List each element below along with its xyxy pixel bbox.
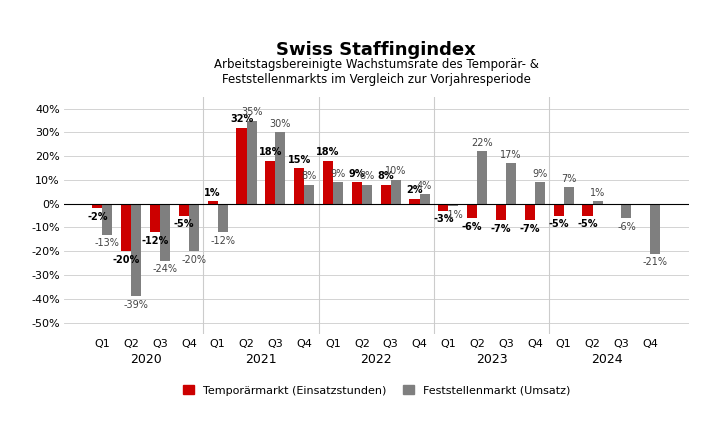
Text: 15%: 15% bbox=[288, 154, 311, 165]
Bar bbox=[410, 199, 420, 204]
Text: -5%: -5% bbox=[548, 219, 569, 229]
Bar bbox=[160, 204, 170, 261]
Text: -7%: -7% bbox=[520, 224, 540, 234]
Text: Arbeitstagsbereinigte Wachstumsrate des Temporär- &
Feststellenmarkts im Verglei: Arbeitstagsbereinigte Wachstumsrate des … bbox=[214, 58, 539, 86]
Text: 35%: 35% bbox=[241, 107, 263, 117]
Bar bbox=[525, 204, 535, 220]
Text: -12%: -12% bbox=[210, 236, 235, 246]
Text: -24%: -24% bbox=[153, 264, 178, 274]
Text: 7%: 7% bbox=[561, 173, 577, 183]
Bar bbox=[496, 204, 506, 220]
Title: Swiss Staffingindex: Swiss Staffingindex bbox=[276, 41, 476, 59]
Bar bbox=[102, 204, 112, 235]
Bar bbox=[554, 204, 564, 216]
Text: 2022: 2022 bbox=[361, 353, 392, 367]
Text: 9%: 9% bbox=[532, 169, 547, 179]
Bar bbox=[179, 204, 189, 216]
Text: -5%: -5% bbox=[577, 219, 598, 229]
Text: 8%: 8% bbox=[359, 171, 375, 181]
Bar bbox=[294, 168, 304, 204]
Text: -1%: -1% bbox=[444, 209, 463, 220]
Text: 9%: 9% bbox=[349, 169, 365, 179]
Text: -12%: -12% bbox=[141, 236, 169, 246]
Text: 4%: 4% bbox=[417, 181, 432, 191]
Text: 8%: 8% bbox=[302, 171, 317, 181]
Bar bbox=[333, 182, 343, 204]
Bar bbox=[218, 204, 228, 232]
Bar bbox=[381, 185, 390, 204]
Text: 22%: 22% bbox=[471, 138, 493, 148]
Text: 18%: 18% bbox=[317, 147, 339, 158]
Text: 10%: 10% bbox=[385, 166, 406, 176]
Bar bbox=[467, 204, 477, 218]
Text: -13%: -13% bbox=[95, 238, 120, 248]
Text: 18%: 18% bbox=[258, 147, 282, 158]
Text: 2%: 2% bbox=[406, 185, 422, 195]
Text: -21%: -21% bbox=[643, 257, 667, 267]
Bar bbox=[449, 204, 459, 206]
Bar bbox=[650, 204, 660, 253]
Text: 1%: 1% bbox=[590, 188, 605, 198]
Bar bbox=[477, 151, 487, 204]
Bar bbox=[246, 121, 256, 204]
Bar bbox=[207, 202, 218, 204]
Bar bbox=[92, 204, 102, 209]
Bar bbox=[150, 204, 160, 232]
Text: -5%: -5% bbox=[173, 219, 194, 229]
Text: 2020: 2020 bbox=[130, 353, 161, 367]
Bar bbox=[391, 180, 401, 204]
Bar bbox=[621, 204, 631, 218]
Bar bbox=[593, 202, 603, 204]
Bar bbox=[438, 204, 449, 211]
Bar bbox=[506, 163, 516, 204]
Text: -20%: -20% bbox=[113, 255, 140, 265]
Bar bbox=[236, 128, 246, 204]
Text: 9%: 9% bbox=[330, 169, 346, 179]
Bar bbox=[535, 182, 545, 204]
Legend: Temporärmarkt (Einsatzstunden), Feststellenmarkt (Umsatz): Temporärmarkt (Einsatzstunden), Feststel… bbox=[178, 381, 574, 400]
Bar bbox=[362, 185, 372, 204]
Text: 2021: 2021 bbox=[245, 353, 277, 367]
Text: 2024: 2024 bbox=[591, 353, 623, 367]
Text: -6%: -6% bbox=[617, 221, 635, 231]
Text: 1%: 1% bbox=[204, 188, 221, 198]
Text: 2023: 2023 bbox=[476, 353, 508, 367]
Text: 17%: 17% bbox=[501, 150, 522, 160]
Text: -6%: -6% bbox=[462, 221, 482, 231]
Text: 30%: 30% bbox=[270, 119, 291, 129]
Bar bbox=[275, 132, 285, 204]
Bar bbox=[266, 161, 275, 204]
Text: -39%: -39% bbox=[124, 300, 148, 310]
Bar bbox=[323, 161, 333, 204]
Text: -3%: -3% bbox=[433, 214, 454, 224]
Bar bbox=[121, 204, 131, 251]
Text: 32%: 32% bbox=[230, 114, 253, 124]
Text: -2%: -2% bbox=[87, 212, 108, 222]
Bar bbox=[420, 194, 430, 204]
Text: -20%: -20% bbox=[182, 255, 207, 265]
Bar bbox=[351, 182, 362, 204]
Bar bbox=[189, 204, 199, 251]
Text: -7%: -7% bbox=[491, 224, 511, 234]
Bar bbox=[564, 187, 574, 204]
Bar bbox=[582, 204, 593, 216]
Bar bbox=[131, 204, 141, 297]
Text: 8%: 8% bbox=[377, 171, 394, 181]
Bar bbox=[304, 185, 315, 204]
